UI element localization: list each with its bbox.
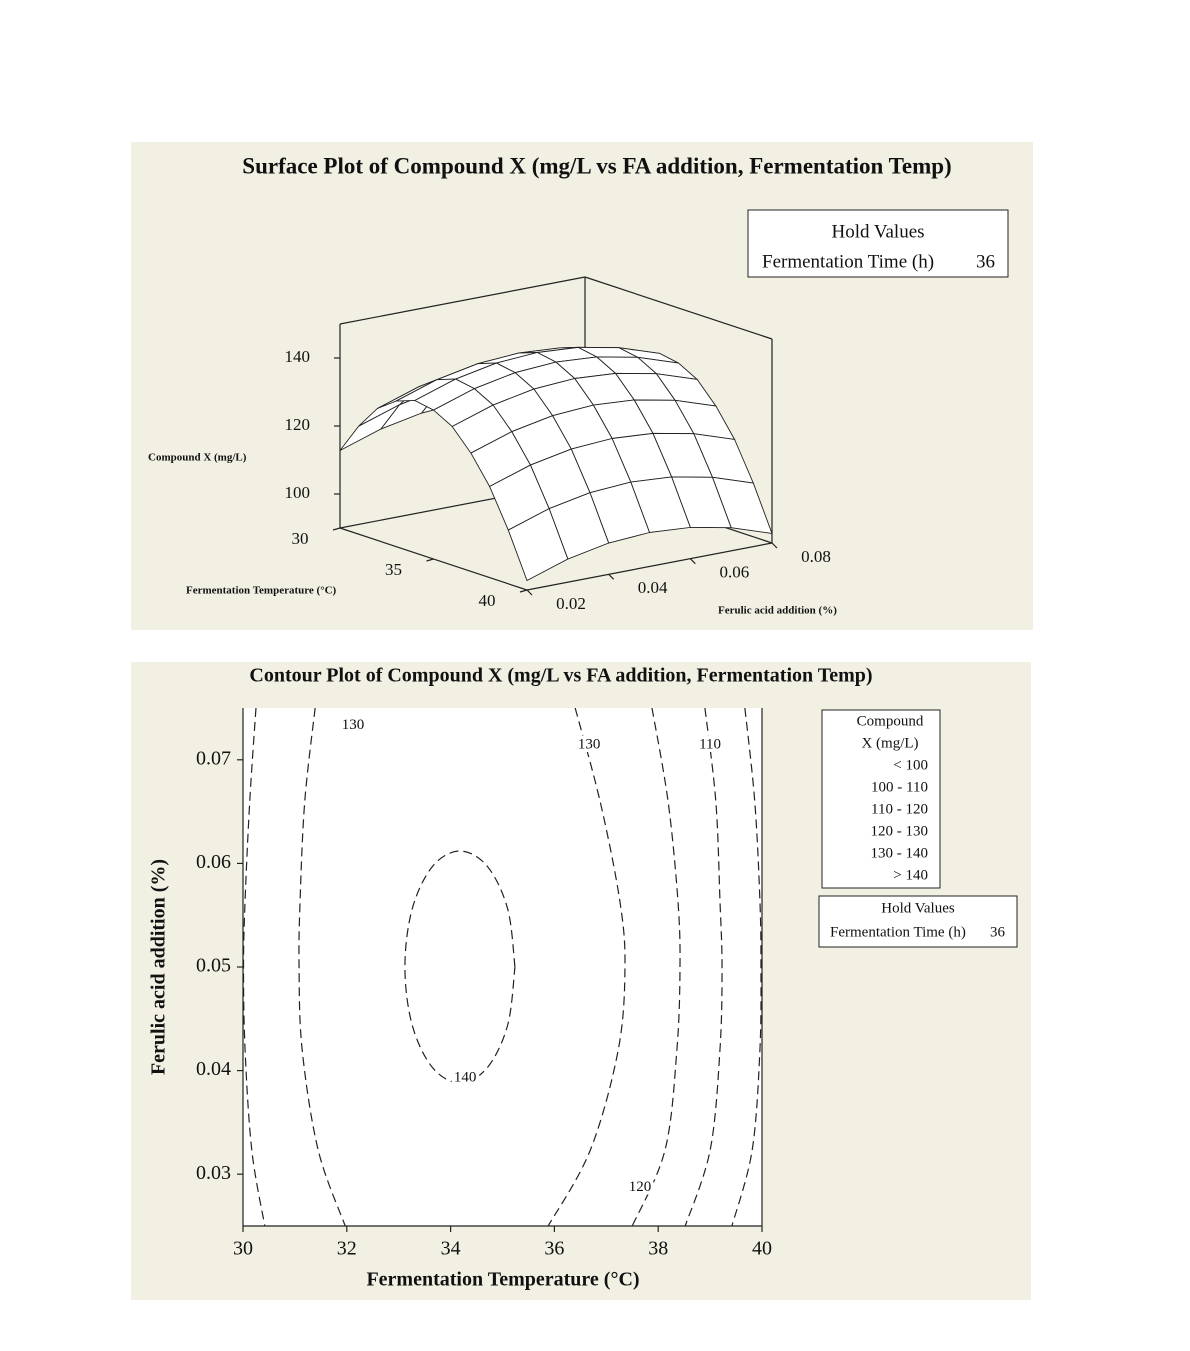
y-tick-label: 0.02 — [556, 594, 586, 613]
z-tick-label: 120 — [285, 415, 311, 434]
legend-entry: 110 - 120 — [871, 801, 928, 817]
contour-line — [731, 708, 762, 1226]
hold-values-value: 36 — [990, 924, 1006, 940]
legend-title: X (mg/L) — [861, 735, 918, 751]
y-axis-label: Ferulic acid addition (%) — [718, 605, 837, 617]
y-tick — [771, 542, 778, 549]
box-edge — [339, 276, 586, 325]
hold-values-value: 36 — [976, 251, 995, 272]
plot-area — [243, 708, 762, 1226]
box-edge — [526, 542, 773, 591]
y-tick — [689, 558, 696, 565]
contour-label: 130 — [578, 737, 601, 753]
legend-box — [821, 709, 941, 889]
y-tick-label: 0.08 — [801, 547, 831, 566]
contour-line — [684, 708, 723, 1226]
x-tick-label: 38 — [648, 1238, 668, 1260]
y-tick-label: 0.06 — [719, 563, 749, 582]
contour-line — [404, 850, 516, 1084]
hold-values-title: Hold Values — [881, 900, 955, 916]
chart-title: Surface Plot of Compound X (mg/L vs FA a… — [242, 153, 951, 178]
x-tick-label: 36 — [544, 1238, 564, 1260]
surface-cell — [507, 508, 569, 582]
hold-values-box — [747, 209, 1009, 278]
z-tick-label: 140 — [285, 347, 311, 366]
x-axis-label: Fermentation Temperature (°C) — [186, 585, 337, 597]
y-tick — [526, 589, 533, 596]
contour-label: 110 — [699, 737, 721, 753]
y-tick-label: 0.03 — [196, 1162, 231, 1184]
x-tick-label: 30 — [233, 1238, 253, 1260]
x-tick-label: 35 — [385, 560, 402, 579]
legend-entry: 130 - 140 — [871, 845, 929, 861]
hold-values-name: Fermentation Time (h) — [762, 251, 934, 272]
x-tick-label: 34 — [441, 1238, 461, 1260]
z-axis-label: Compound X (mg/L) — [148, 452, 247, 464]
x-tick-label: 32 — [337, 1238, 357, 1260]
box-edge — [584, 276, 773, 340]
chart-title: Contour Plot of Compound X (mg/L vs FA a… — [249, 665, 872, 687]
z-tick-label: 100 — [285, 483, 311, 502]
x-axis-label: Fermentation Temperature (°C) — [366, 1269, 639, 1291]
x-tick — [519, 589, 528, 593]
x-tick-label: 30 — [292, 529, 309, 548]
x-tick — [332, 527, 341, 531]
x-tick — [426, 558, 434, 562]
legend-entry: 100 - 110 — [871, 779, 928, 795]
y-tick-label: 0.07 — [196, 747, 231, 769]
contour-line — [547, 708, 626, 1226]
y-tick-label: 0.04 — [638, 578, 668, 597]
hold-values-name: Fermentation Time (h) — [830, 924, 966, 940]
y-axis-label: Ferulic acid addition (%) — [148, 859, 170, 1075]
legend-entry: < 100 — [893, 757, 928, 773]
contour-label: 140 — [454, 1069, 477, 1085]
hold-values-title: Hold Values — [831, 221, 924, 242]
contour-line — [298, 708, 346, 1226]
hold-values-box — [818, 895, 1018, 948]
contour-label: 130 — [342, 717, 365, 733]
contour-label: 120 — [629, 1179, 652, 1195]
y-tick-label: 0.05 — [196, 955, 231, 977]
legend-entry: > 140 — [893, 867, 928, 883]
y-tick — [608, 573, 615, 580]
legend-title: Compound — [857, 713, 924, 729]
legend-entry: 120 - 130 — [871, 823, 929, 839]
y-tick-label: 0.04 — [196, 1058, 231, 1080]
x-tick-label: 40 — [479, 591, 496, 610]
x-tick-label: 40 — [752, 1238, 772, 1260]
y-tick-label: 0.06 — [196, 851, 231, 873]
